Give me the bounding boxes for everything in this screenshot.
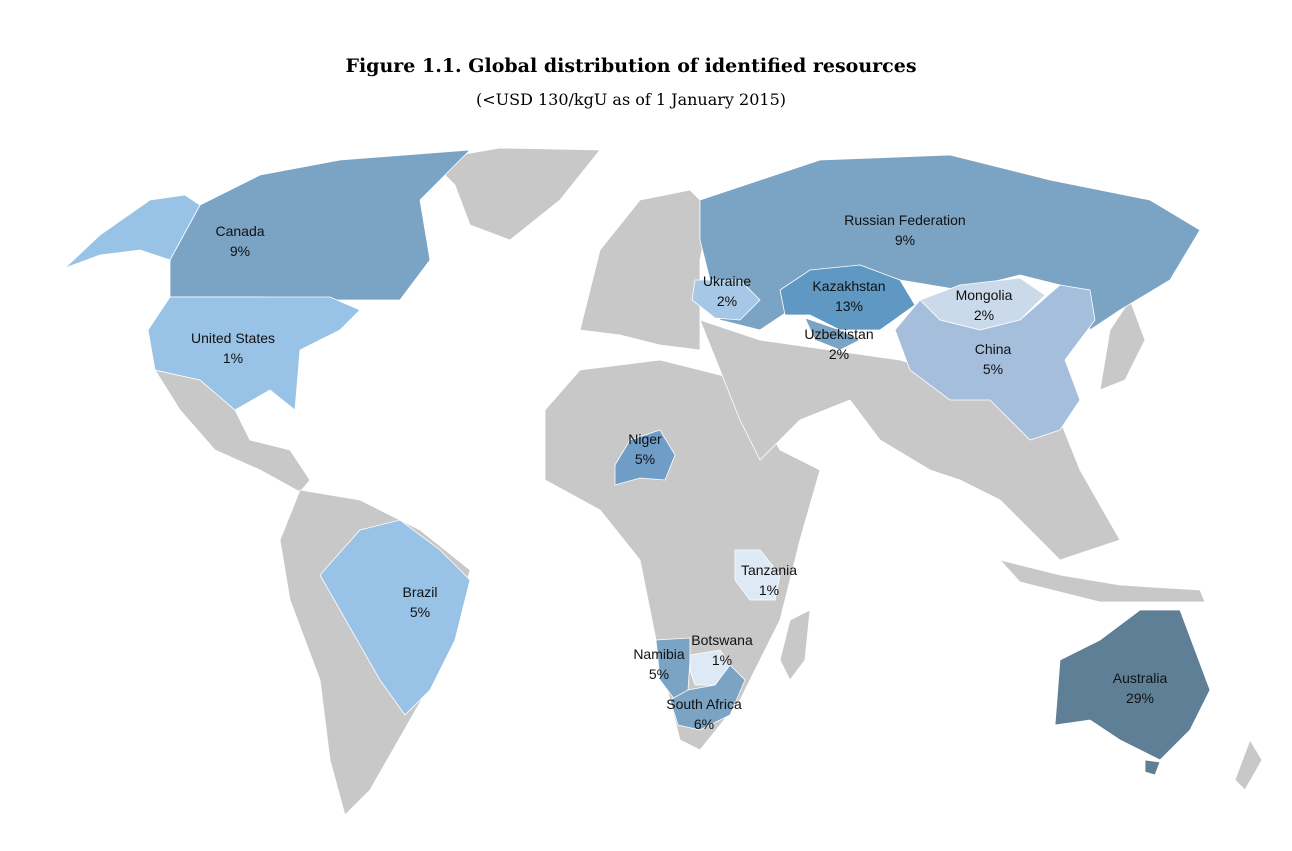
new-zealand [1234, 739, 1263, 791]
country-share: 5% [410, 604, 430, 620]
country-share: 9% [230, 243, 250, 259]
country-share: 5% [635, 451, 655, 467]
country-name: Russian Federation [844, 212, 965, 228]
country-share: 1% [712, 652, 732, 668]
country-share: 29% [1126, 690, 1154, 706]
country-share: 2% [829, 346, 849, 362]
country-region [64, 194, 201, 269]
greenland [429, 147, 601, 241]
country-name: Tanzania [741, 562, 797, 578]
figure-title: Figure 1.1. Global distribution of ident… [345, 55, 916, 77]
africa [544, 359, 821, 751]
country-share: 1% [223, 350, 243, 366]
country-share: 13% [835, 298, 863, 314]
country-name: Australia [1113, 670, 1168, 686]
country-share: 5% [649, 666, 669, 682]
country-name: Uzbekistan [804, 326, 873, 342]
country-region [319, 519, 471, 716]
country-share: 1% [759, 582, 779, 598]
country-name: Niger [628, 431, 662, 447]
country-share: 6% [694, 716, 714, 732]
country-region [779, 264, 916, 331]
indonesia [998, 559, 1206, 603]
country-region [691, 279, 761, 321]
country-name: Kazakhstan [812, 278, 885, 294]
country-name: Mongolia [956, 287, 1013, 303]
country-name: China [975, 341, 1012, 357]
country-region [614, 429, 676, 486]
country-region [734, 549, 781, 601]
country-share: 2% [974, 307, 994, 323]
country-name: United States [191, 330, 275, 346]
madagascar [779, 609, 811, 681]
country-name: Ukraine [703, 273, 751, 289]
country-share: 9% [895, 232, 915, 248]
country-region [669, 664, 746, 731]
country-name: South Africa [666, 696, 742, 712]
country-name: Namibia [633, 646, 685, 662]
country-region [804, 317, 861, 351]
figure-subtitle: (<USD 130/kgU as of 1 January 2015) [476, 90, 786, 109]
europe [579, 189, 711, 351]
country-name: Brazil [402, 584, 437, 600]
country-region [147, 296, 361, 411]
country-region [894, 284, 1096, 441]
country-name: Botswana [691, 632, 753, 648]
country-name: Canada [215, 223, 264, 239]
country-region [1054, 609, 1211, 761]
country-share: 2% [717, 293, 737, 309]
country-region [1144, 759, 1161, 776]
country-share: 5% [983, 361, 1003, 377]
country-region [699, 154, 1201, 331]
